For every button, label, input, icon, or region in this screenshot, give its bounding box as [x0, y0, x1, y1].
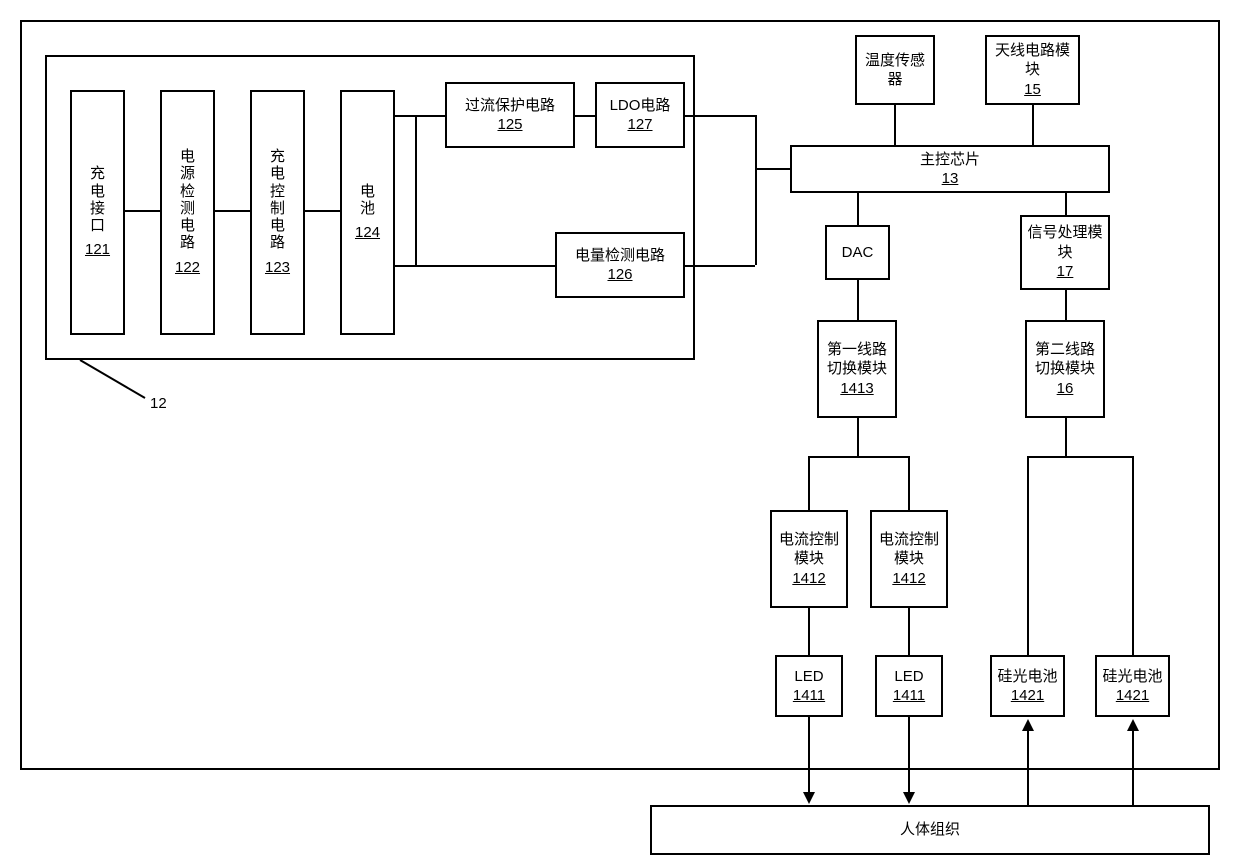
block-led1: LED1411: [775, 655, 843, 717]
connector-line: [1132, 729, 1134, 805]
block-b123: 充电控制电路 123: [250, 90, 305, 335]
block-label: 电流控制模块: [776, 530, 842, 569]
block-b125: 过流保护电路125: [445, 82, 575, 148]
connector-line: [685, 115, 755, 117]
connector-line: [575, 115, 595, 117]
connector-line: [1132, 456, 1134, 655]
block-label: LED: [894, 667, 923, 687]
block-label: 主控芯片: [920, 150, 980, 170]
block-number: 1421: [1011, 686, 1044, 706]
block-number: 1413: [840, 379, 873, 399]
block-number: 1412: [892, 569, 925, 589]
block-b121: 充电接口 121: [70, 90, 125, 335]
block-number: 125: [497, 115, 522, 135]
arrow-up-icon: [1022, 719, 1034, 731]
connector-line: [1065, 418, 1067, 456]
connector-line: [395, 115, 445, 117]
block-number: 126: [607, 265, 632, 285]
block-label: 过流保护电路: [465, 96, 555, 116]
connector-line: [215, 210, 250, 212]
block-number: 1411: [793, 686, 825, 706]
block-label: 第二线路切换模块: [1031, 340, 1099, 379]
block-mcu: 主控芯片13: [790, 145, 1110, 193]
block-label: 硅光电池: [1102, 667, 1162, 687]
block-b126: 电量检测电路126: [555, 232, 685, 298]
block-number: 1421: [1116, 686, 1149, 706]
block-temp: 温度传感器: [855, 35, 935, 105]
connector-line: [755, 115, 757, 168]
block-label: 电流控制模块: [876, 530, 942, 569]
block-sw2: 第二线路切换模块16: [1025, 320, 1105, 418]
block-led2: LED1411: [875, 655, 943, 717]
connector-line: [908, 608, 910, 655]
connector-line: [415, 115, 417, 265]
block-label: LDO电路: [610, 96, 671, 116]
block-label: 电量检测电路: [575, 246, 665, 266]
connector-line: [894, 105, 896, 145]
block-number: 122: [175, 258, 200, 278]
block-sw1: 第一线路切换模块1413: [817, 320, 897, 418]
block-number: 15: [1024, 80, 1041, 100]
block-number: 127: [627, 115, 652, 135]
block-label: LED: [794, 667, 823, 687]
block-sig: 信号处理模块17: [1020, 215, 1110, 290]
block-number: 1411: [893, 686, 925, 706]
block-body: 人体组织: [650, 805, 1210, 855]
block-number: 123: [265, 258, 290, 278]
connector-line: [125, 210, 160, 212]
connector-line: [1027, 456, 1132, 458]
block-label: 充电控制电路: [270, 148, 285, 252]
connector-line: [1027, 729, 1029, 805]
connector-line: [808, 608, 810, 655]
block-label: 人体组织: [900, 820, 960, 840]
block-ant: 天线电路模块15: [985, 35, 1080, 105]
connector-line: [1027, 456, 1029, 655]
block-b122: 电源检测电路 122: [160, 90, 215, 335]
block-cc2: 电流控制模块1412: [870, 510, 948, 608]
block-dac: DAC: [825, 225, 890, 280]
connector-line: [808, 717, 810, 795]
block-si1: 硅光电池1421: [990, 655, 1065, 717]
connector-line: [808, 456, 810, 510]
connector-line: [908, 717, 910, 795]
block-number: 16: [1057, 379, 1074, 399]
connector-line: [755, 168, 757, 265]
connector-line: [305, 210, 340, 212]
block-number: 1412: [792, 569, 825, 589]
connector-line: [857, 418, 859, 456]
block-number: 121: [85, 240, 110, 260]
connector-line: [755, 168, 790, 170]
block-label: 电池: [360, 183, 375, 218]
block-label: 信号处理模块: [1026, 223, 1104, 262]
block-si2: 硅光电池1421: [1095, 655, 1170, 717]
block-b127: LDO电路127: [595, 82, 685, 148]
connector-line: [857, 280, 859, 320]
connector-line: [1065, 193, 1067, 215]
block-label: 温度传感器: [861, 51, 929, 90]
block-number: 13: [942, 169, 959, 189]
connector-line: [908, 456, 910, 510]
block-label: 硅光电池: [997, 667, 1057, 687]
block-label: 第一线路切换模块: [823, 340, 891, 379]
block-label: DAC: [842, 243, 874, 263]
block-label: 充电接口: [90, 165, 105, 234]
block-cc1: 电流控制模块1412: [770, 510, 848, 608]
block-b124: 电池 124: [340, 90, 395, 335]
connector-line: [1065, 290, 1067, 320]
connector-line: [808, 456, 908, 458]
block-number: 124: [355, 223, 380, 243]
connector-line: [395, 265, 555, 267]
power-module-ref: 12: [150, 395, 167, 412]
arrow-down-icon: [903, 792, 915, 804]
arrow-up-icon: [1127, 719, 1139, 731]
block-label: 天线电路模块: [991, 41, 1074, 80]
connector-line: [857, 193, 859, 225]
block-label: 电源检测电路: [180, 148, 195, 252]
block-number: 17: [1057, 262, 1074, 282]
connector-line: [1032, 105, 1034, 145]
connector-line: [685, 265, 755, 267]
arrow-down-icon: [803, 792, 815, 804]
